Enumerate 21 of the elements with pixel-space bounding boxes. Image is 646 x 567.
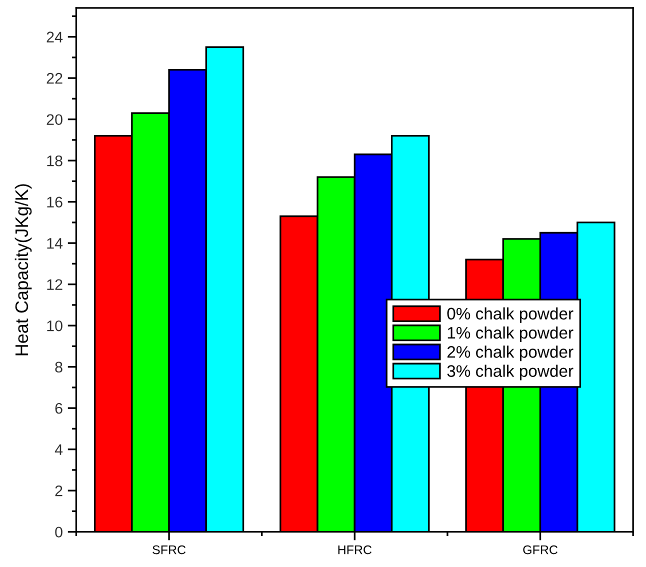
y-tick-label: 0 bbox=[55, 526, 62, 538]
legend-label: 2% chalk powder bbox=[447, 346, 574, 362]
y-tick-label: 8 bbox=[55, 362, 62, 373]
y-tick-label: 24 bbox=[46, 32, 63, 42]
y-tick-label: 2 bbox=[55, 485, 62, 496]
legend-label: 1% chalk powder bbox=[448, 326, 574, 342]
y-tick-label: 12 bbox=[47, 279, 62, 290]
x-tick-label: SFRC bbox=[152, 545, 186, 554]
y-tick-label: 6 bbox=[55, 402, 62, 414]
y-tick-label: 10 bbox=[47, 320, 62, 332]
y-tick-label: 18 bbox=[47, 155, 62, 166]
y-tick-label: 22 bbox=[46, 72, 62, 84]
x-tick-label: HFRC bbox=[338, 545, 372, 554]
y-tick-label: 14 bbox=[47, 238, 63, 249]
y-tick-label: 4 bbox=[54, 444, 63, 455]
y-axis-title: Heat Capacity(JKg/K) bbox=[14, 184, 32, 356]
legend-label: 3% chalk powder bbox=[447, 364, 574, 380]
x-tick-label: GFRC bbox=[523, 545, 558, 554]
y-tick-label: 20 bbox=[46, 114, 62, 126]
legend-label: 0% chalk powder bbox=[447, 307, 574, 323]
y-tick-label: 16 bbox=[47, 196, 62, 208]
